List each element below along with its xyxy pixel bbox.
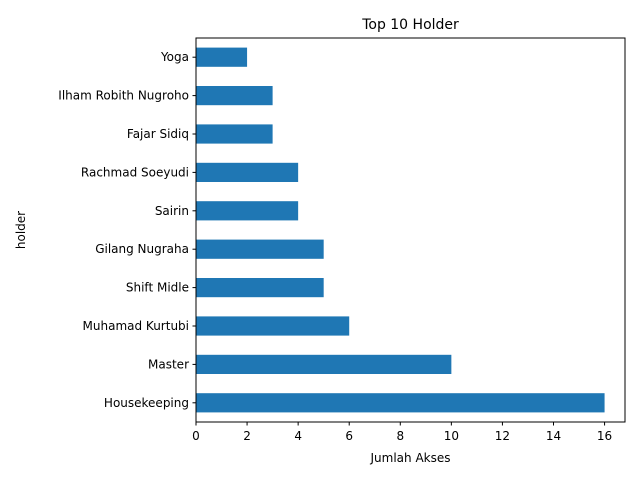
y-tick-label: Yoga	[160, 50, 189, 64]
bar-housekeeping	[196, 393, 605, 413]
x-tick-label: 16	[597, 429, 612, 443]
x-tick-label: 12	[495, 429, 510, 443]
x-tick-label: 10	[444, 429, 459, 443]
x-tick-label: 0	[192, 429, 200, 443]
bar-rachmad-soeyudi	[196, 162, 299, 182]
y-tick-label: Housekeeping	[104, 396, 189, 410]
bars-group	[196, 47, 605, 413]
x-axis: 0 2 4 6 8 10 12 14 16	[192, 422, 612, 443]
bar-master	[196, 354, 452, 374]
bar-muhamad-kurtubi	[196, 316, 350, 336]
y-axis-label: holder	[14, 211, 28, 249]
x-tick-label: 14	[546, 429, 561, 443]
y-axis: Housekeeping Master Muhamad Kurtubi Shift M…	[58, 50, 196, 410]
y-tick-label: Ilham Robith Nugroho	[58, 89, 189, 103]
bar-fajar-sidiq	[196, 124, 273, 144]
x-tick-label: 6	[345, 429, 353, 443]
x-axis-label: Jumlah Akses	[370, 451, 451, 465]
x-tick-label: 2	[243, 429, 251, 443]
x-tick-label: 8	[396, 429, 404, 443]
plot-frame	[195, 37, 626, 423]
y-tick-label: Rachmad Soeyudi	[81, 165, 189, 179]
bar-shift-midle	[196, 278, 324, 298]
y-tick-label: Fajar Sidiq	[127, 127, 189, 141]
y-tick-label: Sairin	[155, 204, 189, 218]
y-tick-label: Master	[148, 357, 189, 371]
y-tick-label: Gilang Nugraha	[95, 242, 189, 256]
bar-yoga	[196, 47, 248, 67]
bar-sairin	[196, 201, 299, 221]
y-tick-label: Muhamad Kurtubi	[83, 319, 189, 333]
y-tick-label: Shift Midle	[126, 281, 189, 295]
bar-ilham-robith-nugroho	[196, 86, 273, 106]
bar-gilang-nugraha	[196, 239, 324, 259]
chart-title: Top 10 Holder	[361, 17, 459, 33]
x-tick-label: 4	[294, 429, 302, 443]
